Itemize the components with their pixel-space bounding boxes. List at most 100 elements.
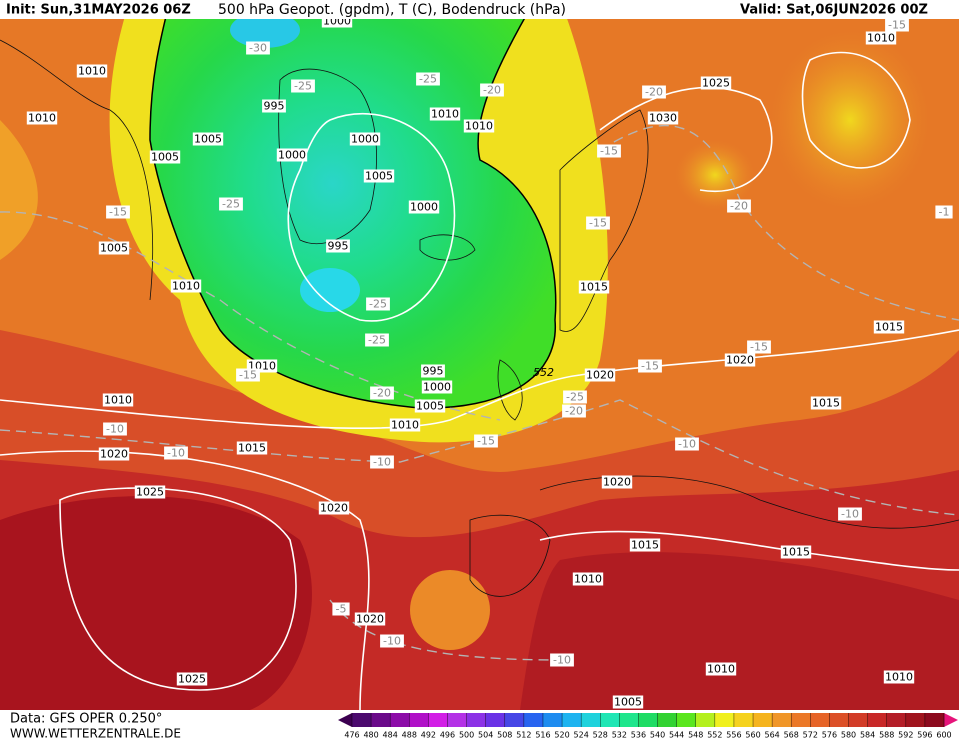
scandinavia-coast [559,109,649,332]
isobar-label: 1015 [631,539,659,552]
isobar-label-box [705,662,737,676]
temperature-label: -20 [565,405,583,418]
isobar-label: 1000 [423,381,451,394]
temperature-label: -15 [750,341,768,354]
colorbar-low-end [338,713,352,727]
isobar-label-box [601,475,633,489]
colorbar-swatch [772,713,792,727]
colorbar-label: 540 [650,731,665,740]
colorbar-swatch [695,713,716,727]
colorbar-label: 560 [745,731,760,740]
temperature-label-box [164,446,188,460]
isobar-label-box [584,368,616,382]
colorbar-label: 496 [440,731,455,740]
colorbar-high-end [944,713,958,727]
temperature-label-box [236,368,260,382]
temperature-label-box [642,85,666,99]
isobar-label: 1005 [365,170,393,183]
isobar-label: 1005 [100,242,128,255]
temperature-label-box [563,390,587,404]
colorbar-label: 520 [554,731,569,740]
warm-cell [770,30,930,210]
isobar-label-box [572,572,604,586]
colorbar-swatch [447,713,467,727]
colorbar-label: 552 [707,731,722,740]
colorbar-swatch [352,713,372,727]
temperature-label: -20 [373,387,391,400]
isobar-label: 1000 [278,149,306,162]
isobar-label-box [318,501,350,515]
temperature-label-box [370,386,394,400]
colorbar-label: 600 [936,731,951,740]
temperature-label: -10 [553,654,571,667]
isobar-label: 1020 [356,613,384,626]
colorbar-label: 528 [593,731,608,740]
temperature-label: -10 [678,438,696,451]
temperature-label: -25 [566,391,584,404]
colorbar-label: 568 [784,731,799,740]
temperature-label-box [550,653,574,667]
isobar-label: 995 [423,365,444,378]
isobar-label: 1010 [465,120,493,133]
contour-label: 552 [533,366,554,379]
colorbar-label: 508 [497,731,512,740]
temperature-label: -10 [373,456,391,469]
colorbar-swatch [905,713,926,727]
colorbar-label: 512 [516,731,531,740]
isobar-label: 1010 [28,112,56,125]
colorbar-swatch [886,713,907,727]
isobar-label: 1015 [580,281,608,294]
colorbar-swatch [485,713,506,727]
colorbar-swatch [542,713,563,727]
isobar-label-box [429,107,461,121]
colorbar-swatch [619,713,639,727]
greenland-coast [278,68,377,244]
colorbar-swatch [638,713,658,727]
isobar-label: 1005 [194,133,222,146]
init-time: Init: Sun,31MAY2026 06Z [6,3,191,18]
temperature-label: -10 [106,423,124,436]
isobar-label: 1010 [391,419,419,432]
valid-time: Valid: Sat,06JUN2026 00Z [740,3,928,18]
isobar-label: 1020 [586,369,614,382]
hot-core [0,496,312,710]
temperature-label: -5 [336,603,347,616]
colorbar-swatch [924,713,945,727]
isobar-label-box [724,353,756,367]
temperature-label: -20 [645,86,663,99]
isobar-label-box [76,64,108,78]
isobar-label-box [176,672,208,686]
data-source: Data: GFS OPER 0.250° [10,712,162,727]
colorbar-label: 476 [344,731,359,740]
isobar-label: 1010 [172,280,200,293]
colorbar-label: 576 [822,731,837,740]
temperature-label-box [332,602,350,616]
temperature-label-box [638,359,662,373]
colorbar-label: 492 [421,731,436,740]
colorbar-label: 588 [879,731,894,740]
isobar-label: 1000 [410,201,438,214]
colorbar-label: 548 [688,731,703,740]
temperature-label-box [246,41,270,55]
temperature-label: -15 [641,360,659,373]
temperature-label-box [935,205,953,219]
colorbar-swatch [657,713,677,727]
isobar-label-box [421,364,445,378]
isobar-label-box [873,320,905,334]
temperature-label-box [103,422,127,436]
colorbar-label: 532 [612,731,627,740]
colorbar-swatch [829,713,849,727]
temperature-label: -1 [939,206,950,219]
isobar-label: 1005 [416,400,444,413]
temperature-label-box [562,404,586,418]
isobar [801,51,911,169]
colorbar-swatch [810,713,830,727]
isobar-label-box [98,241,130,255]
temperature-label: -25 [294,80,312,93]
isobar-label-box [149,150,181,164]
temperature-label: -15 [600,145,618,158]
colorbar-label: 484 [383,731,398,740]
isobar-label-box [700,76,732,90]
isobar-label-box [192,132,224,146]
